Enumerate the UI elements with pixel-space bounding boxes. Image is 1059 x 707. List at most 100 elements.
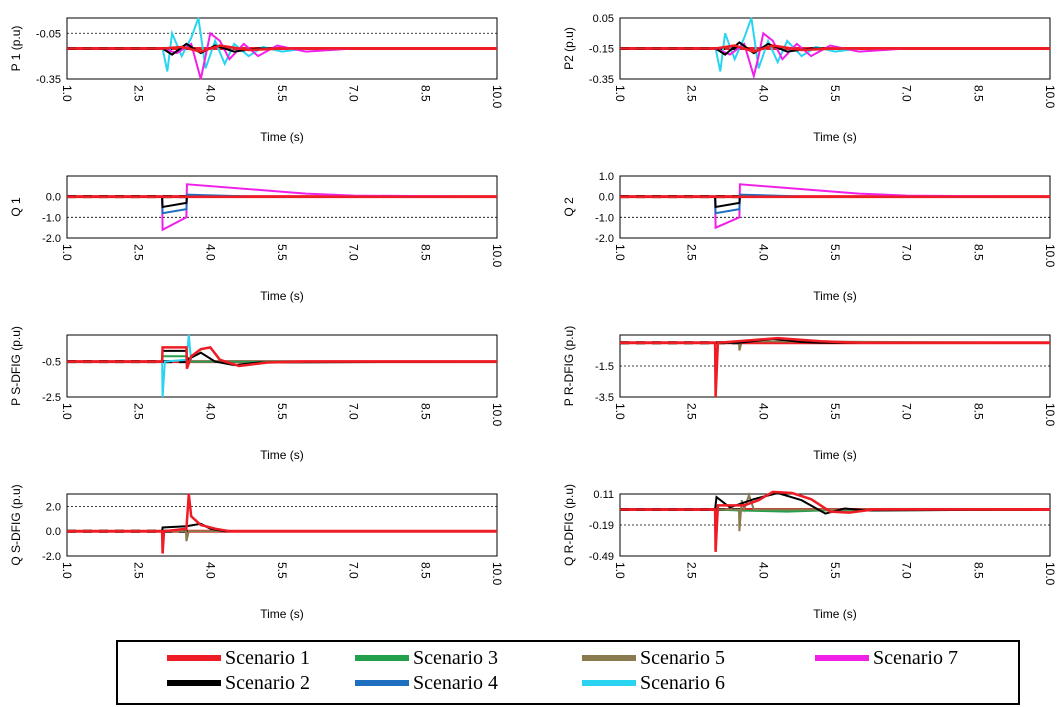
y-axis-label: Q 1 <box>9 197 23 217</box>
x-tick-label: 5.5 <box>828 562 842 579</box>
x-tick-label: 5.5 <box>275 403 289 420</box>
x-tick-label: 4.0 <box>203 403 217 420</box>
x-tick-label: 5.5 <box>828 85 842 102</box>
x-tick-label: 7.0 <box>347 85 361 102</box>
x-tick-label: 7.0 <box>347 403 361 420</box>
y-tick-label: 0.05 <box>593 13 614 25</box>
x-tick-label: 4.0 <box>756 85 770 102</box>
x-tick-label: 1.0 <box>613 562 627 579</box>
x-axis-label: Time (s) <box>260 607 304 621</box>
y-tick-label: -0.49 <box>589 551 614 563</box>
x-tick-label: 4.0 <box>756 562 770 579</box>
series-scenario-1 <box>67 44 497 53</box>
x-tick-label: 2.5 <box>685 85 699 102</box>
x-tick-label: 10.0 <box>490 562 504 586</box>
x-tick-label: 8.5 <box>971 403 985 420</box>
plot-frame <box>619 175 1051 239</box>
x-tick-label: 8.5 <box>418 562 432 579</box>
x-tick-label: 4.0 <box>756 244 770 261</box>
x-tick-label: 10.0 <box>1043 85 1057 109</box>
panel-6: -1.5 -3.51.0 2.5 4.0 5.5 7.0 8.5 10.0 Time (s) P … <box>562 326 1057 462</box>
x-axis-label: Time (s) <box>260 289 304 303</box>
x-tick-label: 2.5 <box>132 85 146 102</box>
plot-frame <box>66 493 498 557</box>
x-tick-label: 10.0 <box>1043 562 1057 586</box>
x-tick-label: 10.0 <box>490 85 504 109</box>
x-axis-label: Time (s) <box>813 607 857 621</box>
x-tick-label: 5.5 <box>275 562 289 579</box>
x-tick-label: 1.0 <box>60 85 74 102</box>
y-axis-label: P2 (p.u) <box>562 27 576 70</box>
series-scenario-1 <box>67 346 497 370</box>
x-tick-label: 1.0 <box>60 403 74 420</box>
x-tick-label: 5.5 <box>275 85 289 102</box>
y-tick-label: -0.19 <box>589 520 614 532</box>
y-tick-label: -0.35 <box>36 74 61 86</box>
y-tick-label: -2.0 <box>42 551 61 563</box>
y-tick-label: 0.0 <box>46 526 61 538</box>
x-tick-label: 7.0 <box>900 403 914 420</box>
y-tick-label: -1.0 <box>595 212 614 224</box>
x-tick-label: 10.0 <box>490 403 504 427</box>
x-tick-label: 7.0 <box>900 562 914 579</box>
x-tick-label: 4.0 <box>756 403 770 420</box>
x-axis-label: Time (s) <box>813 289 857 303</box>
y-tick-label: 2.0 <box>46 501 61 513</box>
legend-box <box>116 640 1020 705</box>
panel-4: 1.00.0-1.0-2.01.0 2.5 4.0 5.5 7.0 8.5 10.0Time… <box>562 171 1057 303</box>
legend-label: Scenario 6 <box>640 672 725 694</box>
y-tick-label: -3.5 <box>595 392 614 404</box>
legend-label: Scenario 5 <box>640 647 725 669</box>
y-tick-label: 0.0 <box>599 192 614 204</box>
x-tick-label: 2.5 <box>685 244 699 261</box>
plot-frame <box>619 493 1051 557</box>
y-tick-label: -1.0 <box>42 212 61 224</box>
x-tick-label: 7.0 <box>347 562 361 579</box>
x-tick-label: 4.0 <box>203 562 217 579</box>
y-axis-label: Q 2 <box>562 197 576 217</box>
y-tick-label: 1.0 <box>599 171 614 183</box>
panel-5: -0.5 -2.51.0 2.5 4.0 5.5 7.0 8.5 10.0 Time (s) P … <box>9 326 504 462</box>
plot-frame <box>619 334 1051 398</box>
x-axis-label: Time (s) <box>813 448 857 462</box>
x-tick-label: 1.0 <box>613 403 627 420</box>
legend-label: Scenario 7 <box>873 647 958 669</box>
y-tick-label: -2.5 <box>42 392 61 404</box>
x-tick-label: 7.0 <box>347 244 361 261</box>
panel-8: 0.11 -0.19 -0.491.0 2.5 4.0 5.5 7.0 8.5 10.0 Time… <box>562 484 1057 621</box>
x-tick-label: 1.0 <box>60 562 74 579</box>
y-tick-label: -0.15 <box>589 44 614 56</box>
x-tick-label: 2.5 <box>132 403 146 420</box>
y-tick-label: -0.05 <box>36 28 61 40</box>
x-tick-label: 8.5 <box>971 85 985 102</box>
x-tick-label: 8.5 <box>418 403 432 420</box>
plot-frame <box>66 175 498 239</box>
y-axis-label: Q S-DFIG (p.u) <box>9 484 23 565</box>
panel-1: -0.05 -0.351.0 2.5 4.0 5.5 7.0 8.5 10.0 Time (s)… <box>9 17 504 144</box>
x-axis-label: Time (s) <box>260 448 304 462</box>
x-tick-label: 1.0 <box>613 85 627 102</box>
x-axis-label: Time (s) <box>260 130 304 144</box>
y-tick-label: 0.0 <box>46 192 61 204</box>
x-tick-label: 5.5 <box>275 244 289 261</box>
legend: Scenario 1 Scenario 2 Scenario 3 Scenario 4… <box>116 640 1020 705</box>
x-tick-label: 1.0 <box>613 244 627 261</box>
panel-2: 0.05 -0.15 -0.351.0 2.5 4.0 5.5 7.0 8.5 10.0 Time… <box>562 13 1057 144</box>
series-scenario-1 <box>67 493 497 554</box>
series-scenario-1 <box>620 490 1050 552</box>
x-tick-label: 1.0 <box>60 244 74 261</box>
x-tick-label: 8.5 <box>418 85 432 102</box>
x-tick-label: 2.5 <box>685 562 699 579</box>
panel-3: 0.0 -1.0 -2.01.0 2.5 4.0 5.5 7.0 8.5 10.0 Time (s… <box>9 175 504 303</box>
y-tick-label: 0.11 <box>593 489 614 501</box>
x-tick-label: 10.0 <box>1043 244 1057 268</box>
legend-label: Scenario 4 <box>413 672 498 694</box>
series-scenario-1 <box>620 44 1050 53</box>
x-tick-label: 10.0 <box>1043 403 1057 427</box>
plot-frame <box>66 334 498 398</box>
x-tick-label: 8.5 <box>971 244 985 261</box>
x-tick-label: 7.0 <box>900 85 914 102</box>
y-tick-label: -0.35 <box>589 74 614 86</box>
y-axis-label: P R-DFIG (p.u) <box>562 326 576 406</box>
